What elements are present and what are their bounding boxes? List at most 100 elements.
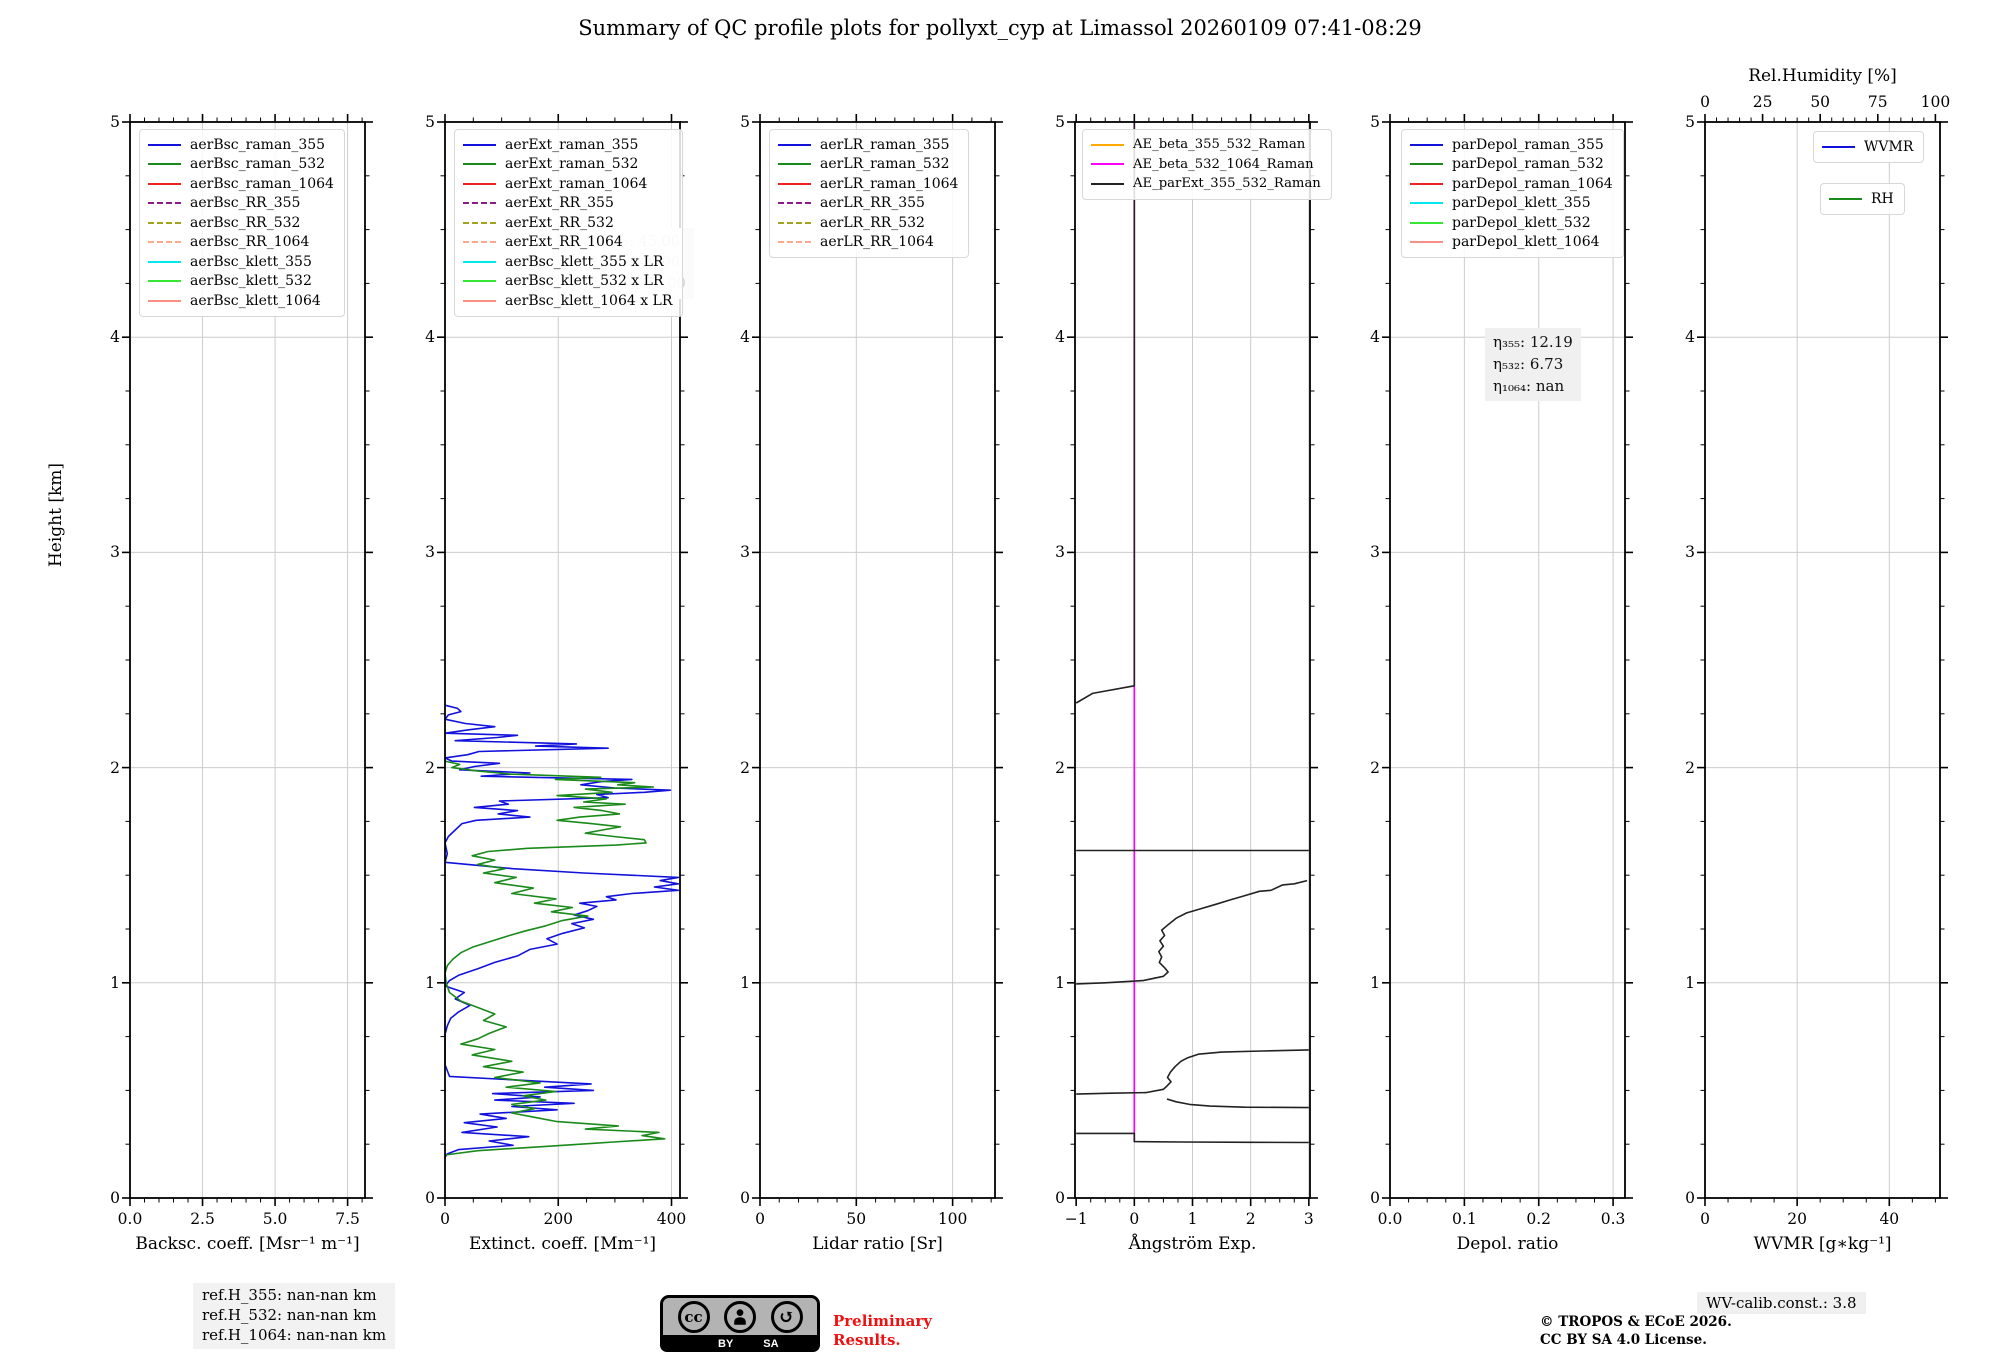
legend-line-sample bbox=[148, 163, 181, 166]
y-tick-label: 0 bbox=[1055, 1189, 1065, 1207]
legend-line-sample bbox=[463, 280, 496, 283]
x-tick-label: 0 bbox=[755, 1210, 765, 1228]
x-axis-label-backscatter: Backsc. coeff. [Msr⁻¹ m⁻¹] bbox=[135, 1234, 360, 1254]
legend-line-sample bbox=[1410, 163, 1443, 166]
y-tick-label: 0 bbox=[1370, 1189, 1380, 1207]
ref-h-355: ref.H_355: nan-nan km bbox=[202, 1286, 377, 1304]
y-tick-label: 0 bbox=[740, 1189, 750, 1207]
series-AE_parExt_355_532_Raman bbox=[1075, 122, 1136, 704]
x-axis-label-extinction: Extinct. coeff. [Mm⁻¹] bbox=[468, 1234, 657, 1254]
legend-entry: aerBsc_klett_1064 x LR bbox=[463, 291, 672, 311]
legend-line-sample bbox=[1410, 202, 1443, 205]
top-axis-tick-label: 100 bbox=[1920, 93, 1951, 111]
legend-label: aerExt_raman_532 bbox=[505, 156, 639, 173]
x-tick-label: 0.0 bbox=[1377, 1210, 1403, 1228]
sa-arrow-icon: ↺ bbox=[770, 1301, 803, 1333]
legend-angstrom: AE_beta_355_532_Raman AE_beta_532_1064_Ra… bbox=[1082, 129, 1332, 200]
legend-entry: aerExt_RR_355 bbox=[463, 194, 672, 214]
y-tick-label: 3 bbox=[1685, 543, 1695, 562]
cc-by-label: BY bbox=[718, 1337, 734, 1350]
legend-line-sample bbox=[463, 260, 496, 263]
legend-line-sample bbox=[463, 241, 496, 244]
legend-entry: parDepol_klett_532 bbox=[1410, 213, 1613, 233]
legend-entry: aerBsc_raman_532 bbox=[148, 155, 334, 175]
x-tick-label: 0.1 bbox=[1452, 1210, 1477, 1228]
legend-entry: aerBsc_klett_355 x LR bbox=[463, 252, 672, 272]
legend-label: parDepol_klett_355 bbox=[1452, 195, 1591, 212]
preliminary-results-note: Preliminary Results. bbox=[833, 1312, 932, 1349]
y-tick-label: 5 bbox=[1685, 113, 1695, 131]
legend-line-sample bbox=[1829, 197, 1862, 200]
y-tick-label: 4 bbox=[740, 328, 750, 347]
legend-label: aerExt_RR_1064 bbox=[505, 234, 623, 251]
legend-label: aerBsc_raman_1064 bbox=[190, 175, 334, 192]
legend-entry: aerBsc_raman_1064 bbox=[148, 174, 334, 194]
cc-sa-label: SA bbox=[763, 1337, 779, 1350]
y-tick-label: 4 bbox=[425, 328, 435, 347]
cc-icon: cc bbox=[677, 1301, 710, 1333]
legend-label: AE_parExt_355_532_Raman bbox=[1133, 176, 1321, 192]
legend-label: aerLR_RR_355 bbox=[820, 195, 925, 212]
legend-line-sample bbox=[148, 143, 181, 146]
legend-entry: aerExt_raman_355 bbox=[463, 135, 672, 155]
panel-frame bbox=[1389, 121, 1626, 1199]
series-aerExt_raman_532 bbox=[444, 760, 666, 1156]
legend-entry: parDepol_raman_532 bbox=[1410, 155, 1613, 175]
legend-backscatter: aerBsc_raman_355 aerBsc_raman_532 aerBsc_r… bbox=[139, 129, 345, 317]
annotation-line: η₅₃₂: 6.73 bbox=[1493, 354, 1564, 373]
legend-entry: aerLR_RR_355 bbox=[778, 194, 958, 214]
legend-label: aerBsc_klett_1064 bbox=[190, 292, 321, 309]
legend-label: aerBsc_klett_532 bbox=[190, 273, 312, 290]
y-tick-label: 4 bbox=[1055, 328, 1065, 347]
y-tick-label: 2 bbox=[425, 758, 435, 777]
cc-badge-strip: BY SA bbox=[660, 1335, 820, 1352]
legend-line-sample bbox=[148, 299, 181, 302]
legend-label: AE_beta_355_532_Raman bbox=[1133, 137, 1306, 153]
legend-label: aerBsc_klett_532 x LR bbox=[505, 273, 664, 290]
x-tick-label: 3 bbox=[1303, 1210, 1314, 1228]
legend-entry: AE_parExt_355_532_Raman bbox=[1091, 174, 1321, 194]
legend-line-sample bbox=[463, 182, 496, 185]
legend-entry: AE_beta_532_1064_Raman bbox=[1091, 155, 1321, 175]
y-tick-label: 4 bbox=[110, 328, 120, 347]
legend-entry: aerExt_RR_532 bbox=[463, 213, 672, 233]
y-tick-label: 1 bbox=[740, 973, 750, 992]
legend-entry: aerExt_RR_1064 bbox=[463, 233, 672, 253]
legend-label: parDepol_klett_1064 bbox=[1452, 234, 1600, 251]
legend-line-sample bbox=[1091, 143, 1124, 146]
legend-line-sample bbox=[778, 241, 811, 244]
legend-entry: aerLR_RR_532 bbox=[778, 213, 958, 233]
series-AE_parExt_355_532_Raman bbox=[1076, 879, 1308, 985]
y-tick-label: 1 bbox=[110, 973, 120, 992]
panel-angstrom bbox=[1067, 114, 1318, 1206]
legend-label: aerLR_raman_355 bbox=[820, 136, 950, 153]
top-axis-tick-label: 50 bbox=[1810, 93, 1831, 111]
y-tick-label: 2 bbox=[740, 758, 750, 777]
legend-entry: aerBsc_klett_532 x LR bbox=[463, 272, 672, 292]
legend-label: aerBsc_klett_355 x LR bbox=[505, 253, 664, 270]
legend-line-sample bbox=[1410, 182, 1443, 185]
legend-entry: aerLR_RR_1064 bbox=[778, 233, 958, 253]
series-group bbox=[1075, 122, 1309, 1144]
x-tick-label: 50 bbox=[846, 1210, 867, 1228]
y-tick-label: 3 bbox=[740, 543, 750, 562]
legend-entry: parDepol_raman_355 bbox=[1410, 135, 1613, 155]
legend-line-sample bbox=[463, 143, 496, 146]
y-tick-label: 5 bbox=[110, 113, 120, 131]
legend-line-sample bbox=[1091, 163, 1124, 166]
top-axis-tick-label: 75 bbox=[1867, 93, 1888, 111]
legend-line-sample bbox=[1822, 145, 1855, 148]
person-icon-svg bbox=[734, 1309, 746, 1325]
legend-line-sample bbox=[148, 221, 181, 224]
legend-label: aerLR_RR_532 bbox=[820, 214, 925, 231]
legend-label: aerExt_raman_1064 bbox=[505, 175, 648, 192]
wv-calib-annotation: WV-calib.const.: 3.8 bbox=[1697, 1292, 1866, 1314]
legend-line-sample bbox=[778, 221, 811, 224]
legend-label: parDepol_raman_1064 bbox=[1452, 175, 1613, 192]
y-tick-label: 2 bbox=[110, 758, 120, 777]
top-axis-tick-label: 0 bbox=[1700, 93, 1710, 111]
y-tick-label: 5 bbox=[1055, 113, 1065, 131]
page-title: Summary of QC profile plots for pollyxt_… bbox=[578, 16, 1422, 40]
legend-line-sample bbox=[778, 182, 811, 185]
x-tick-label: 0 bbox=[1129, 1210, 1140, 1228]
